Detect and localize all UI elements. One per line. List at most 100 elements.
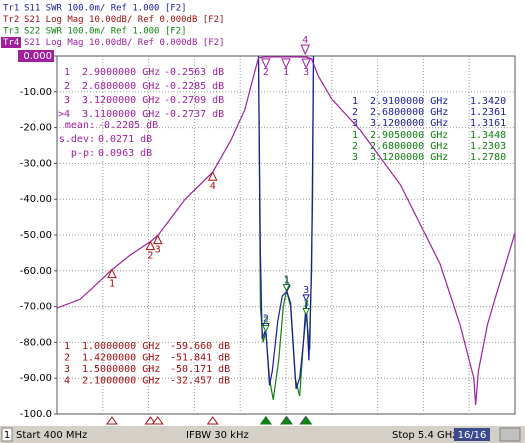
marker-freq: 2.6800000 GHz bbox=[82, 81, 160, 92]
marker-freq: 2.1000000 GHz bbox=[82, 376, 160, 387]
marker-freq: 2.9050000 GHz bbox=[370, 130, 448, 141]
marker-value: 1.3161 bbox=[470, 118, 506, 129]
trace-setting: S21 Log Mag 10.00dB/ Ref 0.000dB [F2] bbox=[24, 38, 224, 48]
marker-freq: 2.6800000 GHz bbox=[370, 141, 448, 152]
y-tick-label: -40.00 bbox=[20, 194, 52, 205]
marker-flag bbox=[301, 58, 311, 70]
marker-flag bbox=[152, 234, 163, 245]
ifbw: IFBW 30 kHz bbox=[186, 430, 249, 441]
stop-freq: Stop 5.4 GHz bbox=[392, 430, 458, 441]
marker-value: 1.2303 bbox=[470, 141, 506, 152]
marker-id: 1 bbox=[352, 130, 358, 141]
marker-id: 2 bbox=[64, 81, 70, 92]
marker-freq: 3.1100000 GHz bbox=[82, 109, 160, 120]
stimulus-indicator bbox=[144, 416, 157, 425]
marker-id: 2 bbox=[352, 141, 358, 152]
marker-flag bbox=[300, 44, 311, 56]
stimulus-indicator bbox=[151, 416, 164, 425]
status-icon bbox=[499, 427, 521, 442]
marker-flag bbox=[282, 284, 291, 292]
trace-label: Tr3 bbox=[3, 27, 19, 37]
marker-id: 1 bbox=[64, 67, 70, 78]
stat-label: p-p: bbox=[71, 148, 95, 159]
marker-id: 4 bbox=[64, 376, 70, 387]
marker-id: 3 bbox=[352, 152, 358, 163]
marker-flag-label: 2 bbox=[263, 316, 269, 327]
stimulus-indicator bbox=[259, 416, 272, 425]
marker-flag-label: 4 bbox=[210, 181, 216, 192]
stat-value: -0.2205 dB bbox=[98, 120, 158, 131]
marker-value: -50.171 dB bbox=[170, 364, 230, 375]
marker-id: 3 bbox=[64, 364, 70, 375]
marker-freq: 2.6800000 GHz bbox=[370, 107, 448, 118]
y-tick-label: -50.00 bbox=[20, 230, 52, 241]
marker-flag bbox=[281, 58, 291, 70]
marker-flag-label: 3 bbox=[303, 67, 309, 78]
marker-freq: 2.9000000 GHz bbox=[82, 67, 160, 78]
marker-value: 1.2780 bbox=[470, 152, 506, 163]
marker-id: 2 bbox=[64, 353, 70, 364]
trace-setting: S22 SWR 100.0m/ Ref 1.000 [F2] bbox=[24, 27, 187, 37]
stat-label: s.dev: bbox=[59, 134, 95, 145]
marker-flag-label: 4 bbox=[302, 35, 308, 46]
marker-freq: 1.0000000 GHz bbox=[82, 341, 160, 352]
marker-flag-label: 3 bbox=[303, 285, 309, 296]
trace-label: Tr1 bbox=[3, 4, 19, 14]
marker-value: -32.457 dB bbox=[170, 376, 230, 387]
y-tick-label: -70.00 bbox=[20, 302, 52, 313]
y-tick-label: -60.00 bbox=[20, 266, 52, 277]
marker-flag-label: 2 bbox=[147, 251, 153, 262]
start-freq: Start 400 MHz bbox=[16, 430, 87, 441]
stimulus-indicator bbox=[300, 416, 313, 425]
marker-flag bbox=[207, 171, 218, 181]
marker-flag bbox=[302, 294, 310, 302]
stat-value: 0.0963 dB bbox=[98, 148, 152, 159]
marker-flag bbox=[261, 58, 271, 70]
marker-value: -0.2709 dB bbox=[164, 95, 224, 106]
marker-value: 1.3420 bbox=[470, 96, 506, 107]
marker-flag bbox=[262, 325, 270, 333]
marker-flag bbox=[302, 307, 310, 316]
trace-count: 16/16 bbox=[458, 430, 487, 441]
marker-flag-label: 2 bbox=[263, 313, 269, 324]
trace-label: Tr2 bbox=[3, 15, 19, 25]
y-tick-label: -20.00 bbox=[20, 123, 52, 134]
status-bar bbox=[0, 426, 525, 443]
marker-value: -0.2563 dB bbox=[164, 67, 224, 78]
stat-label: mean: bbox=[65, 120, 95, 131]
channel: 1 bbox=[4, 430, 10, 441]
trace-setting: S21 Log Mag 10.00dB/ Ref 0.000dB [F2] bbox=[24, 15, 224, 25]
marker-id: >4 bbox=[58, 109, 70, 120]
marker-flag-label: 3 bbox=[303, 298, 309, 309]
marker-freq: 1.5000000 GHz bbox=[82, 364, 160, 375]
marker-flag bbox=[107, 268, 117, 279]
trace-label: Tr4 bbox=[3, 38, 19, 48]
y-tick-label: -10.00 bbox=[20, 87, 52, 98]
stimulus-indicator bbox=[206, 416, 219, 425]
marker-value: -59.660 dB bbox=[170, 341, 230, 352]
ref-label-box bbox=[18, 50, 54, 62]
y-tick-label: -80.00 bbox=[20, 337, 52, 348]
marker-value: 1.2361 bbox=[470, 107, 506, 118]
marker-freq: 2.9100000 GHz bbox=[370, 96, 448, 107]
y-tick-label: 0.000 bbox=[23, 51, 52, 62]
marker-id: 1 bbox=[352, 96, 358, 107]
marker-flag bbox=[145, 240, 156, 251]
y-tick-label: -30.00 bbox=[20, 158, 52, 169]
marker-flag-label: 1 bbox=[283, 275, 289, 286]
trace-count-box bbox=[454, 428, 490, 441]
marker-value: 1.3448 bbox=[470, 130, 506, 141]
marker-id: 2 bbox=[352, 107, 358, 118]
marker-id: 3 bbox=[352, 118, 358, 129]
marker-value: -51.841 dB bbox=[170, 353, 230, 364]
stimulus-indicator bbox=[280, 416, 293, 425]
marker-flag-label: 1 bbox=[284, 276, 290, 287]
stat-value: 0.0271 dB bbox=[98, 134, 152, 145]
marker-value: -0.2737 dB bbox=[164, 109, 224, 120]
marker-id: 3 bbox=[64, 95, 70, 106]
marker-flag-label: 2 bbox=[263, 67, 269, 78]
marker-freq: 3.1200000 GHz bbox=[370, 152, 448, 163]
y-tick-label: -90.00 bbox=[20, 373, 52, 384]
